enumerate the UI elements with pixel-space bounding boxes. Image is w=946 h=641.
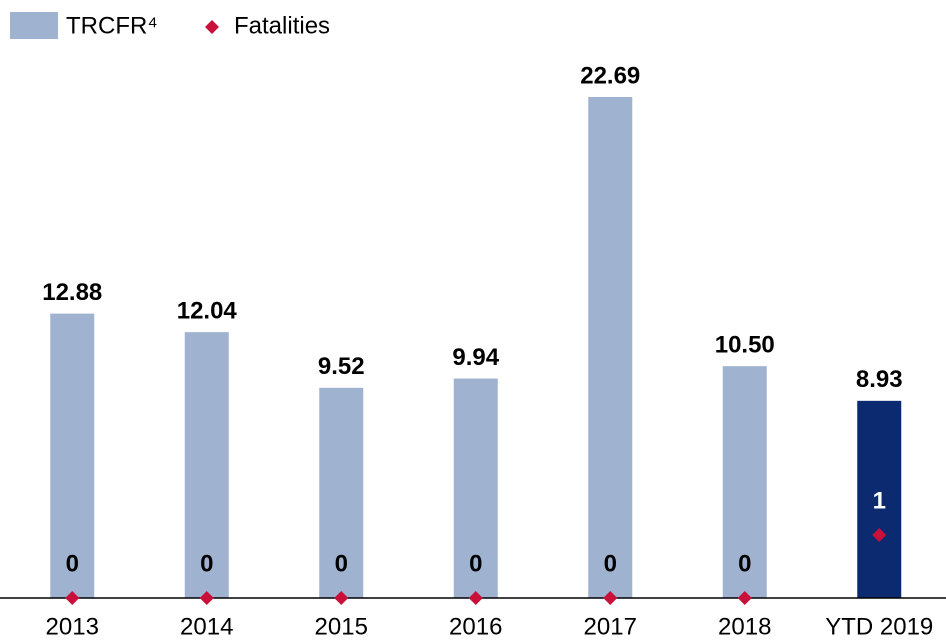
fatality-marker [872,528,887,542]
fatality-marker [199,591,214,605]
bar [857,400,902,598]
fatality-marker [65,591,80,605]
bar [722,366,767,598]
fatality-marker [334,591,349,605]
legend-label: Fatalities [234,12,330,39]
value-label: 12.88 [42,279,102,306]
fatality-marker [468,591,483,605]
bar [184,332,229,598]
fatality-label: 0 [66,550,79,577]
x-tick-label: 2016 [449,613,502,640]
legend-swatch [10,12,58,39]
fatality-label: 1 [873,487,886,514]
value-label: 12.04 [177,297,238,324]
bar [319,387,364,598]
x-tick-label: 2014 [180,613,233,640]
x-tick-label: 2018 [718,613,771,640]
bar [453,378,498,598]
fatality-marker [603,591,618,605]
value-label: 9.94 [452,344,499,371]
fatality-marker [737,591,752,605]
x-tick-label: 2017 [584,613,637,640]
bar [50,313,95,598]
x-tick-label: YTD 2019 [825,613,933,640]
fatality-label: 0 [604,550,617,577]
fatality-label: 0 [469,550,482,577]
fatality-label: 0 [335,550,348,577]
legend-label: TRCFR⁴ [66,12,158,39]
x-tick-label: 2013 [46,613,99,640]
value-label: 22.69 [580,62,640,89]
fatality-label: 0 [200,550,213,577]
legend-marker [205,20,219,34]
bar [588,97,633,598]
value-label: 8.93 [856,366,903,393]
value-label: 10.50 [715,332,775,359]
value-label: 9.52 [318,353,365,380]
fatality-label: 0 [738,550,751,577]
x-tick-label: 2015 [315,613,368,640]
